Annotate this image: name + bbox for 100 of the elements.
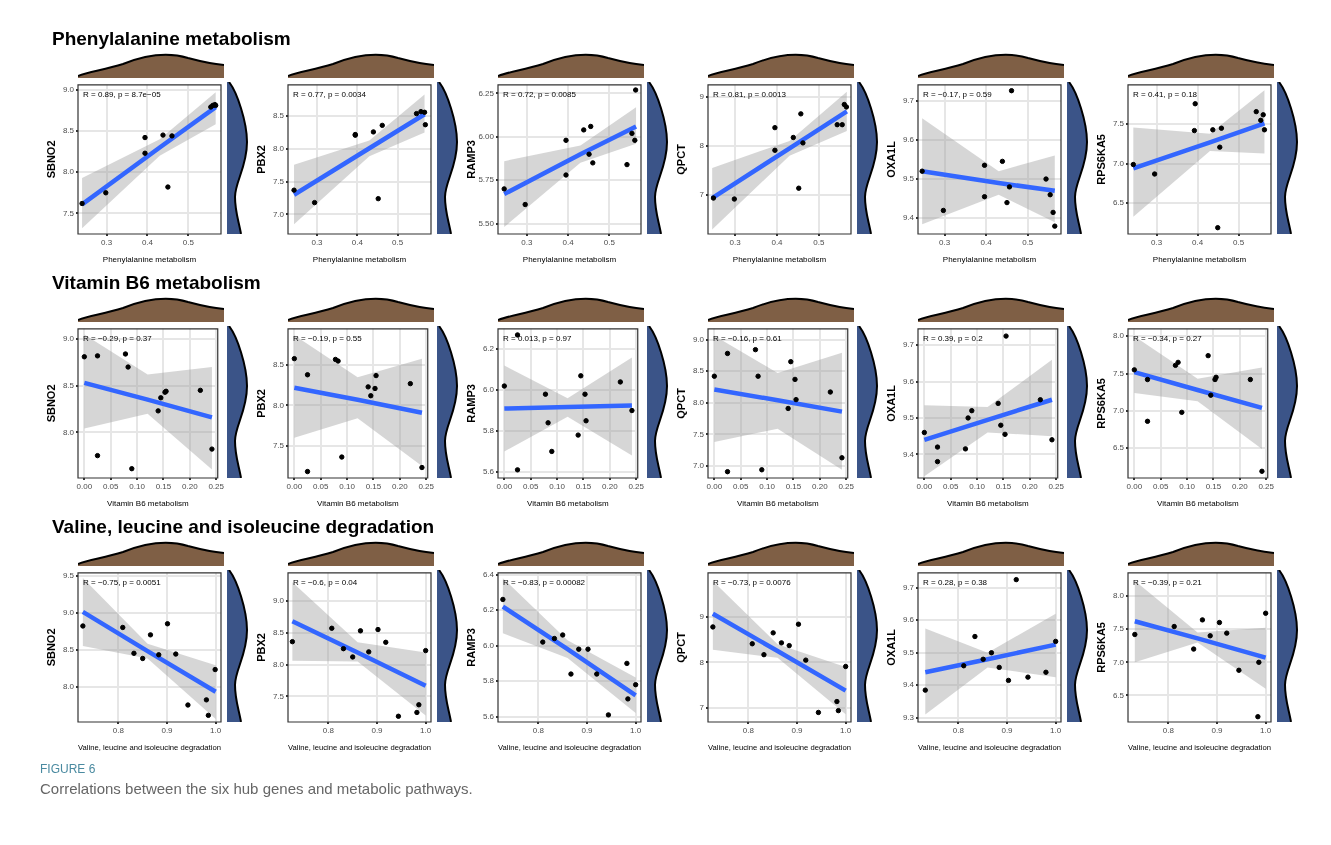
x-tick-label: 0.00 [706, 482, 723, 491]
x-axis-title: Vitamin B6 metabolism [107, 499, 190, 509]
y-tick-label: 7.0 [1112, 657, 1125, 667]
x-axis-title: Valine, leucine and isoleucine degradation [288, 743, 431, 753]
x-axis-title: Vitamin B6 metabolism [947, 499, 1030, 509]
x-tick-label: 0.00 [916, 482, 933, 491]
annotation: R = −0.29, p = 0.37 [83, 334, 153, 343]
x-tick-label: 0.10 [339, 482, 356, 491]
x-tick-label: 1.0 [1260, 726, 1272, 735]
annotation: R = 0.41, p = 0.18 [1133, 90, 1198, 99]
y-tick-label: 6.2 [482, 605, 495, 615]
y-tick-label: 8.5 [62, 644, 75, 654]
y-tick-label: 7 [699, 190, 705, 200]
y-tick-label: 9.0 [272, 596, 285, 606]
y-axis-title: QPCT [674, 631, 687, 663]
x-tick-label: 0.15 [1205, 482, 1222, 491]
y-axis-title: OXA1L [884, 384, 897, 422]
y-axis-title: QPCT [674, 387, 687, 419]
y-tick-label: 9.7 [902, 582, 915, 592]
y-tick-label: 8 [699, 657, 705, 667]
chart-title: Phenylalanine metabolism [52, 28, 292, 50]
x-tick-label: 0.10 [129, 482, 146, 491]
x-axis-title: Phenylalanine metabolism [1152, 255, 1247, 265]
x-axis-title: Valine, leucine and isoleucine degradation [78, 743, 221, 753]
y-tick-label: 8.0 [62, 167, 75, 177]
chart-title: Valine, leucine and isoleucine degradation [52, 516, 436, 538]
y-axis-title: RPS6KA5 [1094, 134, 1107, 185]
x-tick-label: 0.8 [112, 726, 125, 735]
y-tick-label: 9.4 [902, 213, 915, 223]
y-tick-label: 9.7 [902, 95, 915, 105]
x-tick-label: 0.10 [1179, 482, 1196, 491]
x-tick-label: 0.00 [496, 482, 513, 491]
x-tick-label: 0.9 [1211, 726, 1224, 735]
x-tick-label: 0.05 [1152, 482, 1170, 491]
x-tick-label: 0.00 [1126, 482, 1143, 491]
y-tick-label: 6.0 [482, 640, 495, 650]
x-axis-title: Valine, leucine and isoleucine degradation [498, 743, 641, 753]
y-tick-label: 9.4 [902, 680, 915, 690]
y-axis-title: RPS6KA5 [1094, 622, 1107, 673]
y-axis-title: SBNO2 [44, 140, 57, 179]
y-tick-label: 7.0 [272, 209, 285, 219]
x-tick-label: 0.05 [102, 482, 120, 491]
y-axis-title: PBX2 [254, 389, 267, 418]
caption: FIGURE 6 [40, 762, 97, 776]
annotation: R = −0.34, p = 0.27 [1133, 334, 1203, 343]
x-axis-title: Vitamin B6 metabolism [1157, 499, 1240, 509]
y-tick-label: 7.0 [692, 461, 705, 471]
annotation: R = 0.81, p = 0.0013 [713, 90, 787, 99]
x-tick-label: 0.20 [1022, 482, 1039, 491]
y-axis-title: RAMP3 [464, 628, 477, 667]
x-tick-label: 0.9 [371, 726, 384, 735]
annotation: R = 0.72, p = 0.0085 [503, 90, 577, 99]
x-tick-label: 0.25 [628, 482, 645, 491]
x-tick-label: 1.0 [630, 726, 642, 735]
y-tick-label: 8.5 [62, 380, 75, 390]
annotation: R = −0.16, p = 0.61 [713, 334, 783, 343]
y-tick-label: 6.4 [482, 569, 495, 579]
y-tick-label: 7.0 [1112, 158, 1125, 168]
x-axis-title: Phenylalanine metabolism [102, 255, 197, 265]
y-axis-title: QPCT [674, 143, 687, 175]
chart-title: Vitamin B6 metabolism [52, 272, 262, 294]
x-tick-label: 0.20 [392, 482, 409, 491]
y-tick-label: 6.2 [482, 344, 495, 354]
x-tick-label: 0.5 [182, 238, 195, 247]
x-tick-label: 0.3 [939, 238, 951, 247]
x-tick-label: 1.0 [210, 726, 222, 735]
x-tick-label: 0.9 [581, 726, 594, 735]
annotation: R = −0.17, p = 0.59 [923, 90, 993, 99]
y-tick-label: 7.5 [1112, 624, 1125, 634]
x-tick-label: 0.00 [286, 482, 303, 491]
y-tick-label: 6.0 [482, 385, 495, 395]
y-tick-label: 5.75 [478, 175, 495, 185]
y-axis-title: SBNO2 [44, 628, 57, 667]
x-tick-label: 0.3 [1151, 238, 1163, 247]
x-tick-label: 0.5 [1233, 238, 1245, 247]
y-tick-label: 9.0 [62, 334, 75, 344]
y-tick-label: 7.5 [1112, 368, 1125, 378]
x-axis-title: Valine, leucine and isoleucine degradation [708, 743, 851, 753]
x-tick-label: 0.05 [732, 482, 750, 491]
y-tick-label: 8.5 [62, 126, 75, 136]
x-tick-label: 0.15 [155, 482, 172, 491]
y-axis-title: RPS6KA5 [1094, 378, 1107, 429]
y-axis-title: SBNO2 [44, 384, 57, 423]
y-tick-label: 6.25 [478, 88, 495, 98]
x-axis-title: Valine, leucine and isoleucine degradation [1128, 743, 1271, 753]
x-tick-label: 0.05 [312, 482, 330, 491]
x-tick-label: 0.25 [1258, 482, 1275, 491]
y-tick-label: 7.5 [272, 176, 285, 186]
y-tick-label: 8.5 [272, 111, 285, 121]
x-tick-label: 0.8 [952, 726, 965, 735]
x-tick-label: 0.4 [1192, 238, 1204, 247]
x-tick-label: 0.3 [311, 238, 324, 247]
x-tick-label: 0.25 [838, 482, 855, 491]
x-axis-title: Phenylalanine metabolism [942, 255, 1037, 265]
y-tick-label: 8.5 [272, 360, 285, 370]
y-tick-label: 8.0 [272, 144, 285, 154]
y-tick-label: 9.5 [902, 413, 915, 423]
y-tick-label: 6.00 [478, 132, 495, 142]
x-tick-label: 0.15 [785, 482, 802, 491]
x-tick-label: 0.20 [1232, 482, 1249, 491]
